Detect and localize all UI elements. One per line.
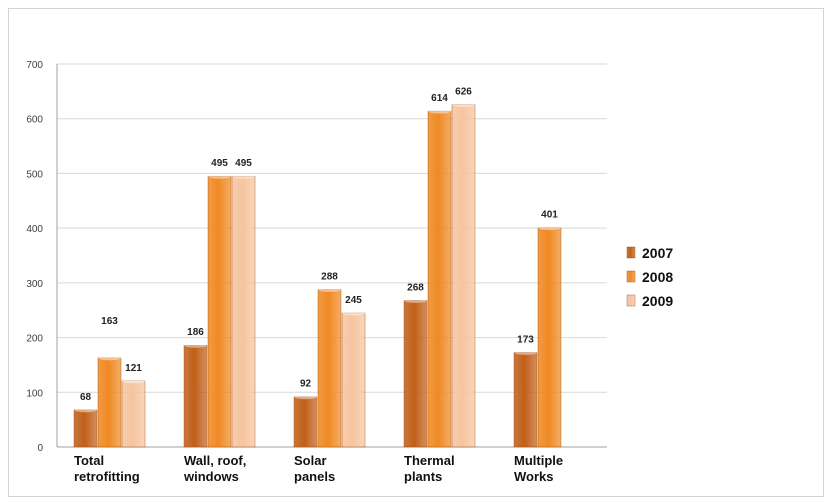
labels: 0 100 200 300 400 500 600 700 68 163 121 Total retro…	[26, 60, 563, 484]
category-label: Total retrofitting	[74, 453, 140, 484]
bar	[73, 409, 98, 448]
bar-top-highlight	[184, 342, 207, 348]
bar-top-highlight	[294, 394, 317, 400]
bar	[207, 175, 232, 448]
data-label: 288	[321, 271, 338, 282]
data-label: 121	[125, 363, 142, 374]
y-tick-label: 500	[26, 169, 43, 180]
y-tick-label: 600	[26, 115, 43, 126]
bar-top-highlight	[514, 349, 537, 355]
bar	[451, 104, 476, 448]
category-label: Solar panels	[294, 453, 335, 484]
data-label: 163	[101, 316, 118, 327]
bar	[231, 175, 256, 448]
bars	[73, 101, 562, 448]
bar-top-highlight	[428, 108, 451, 114]
y-tick-label: 400	[26, 224, 43, 235]
bar-top-highlight	[538, 225, 561, 231]
bar	[293, 396, 318, 448]
legend-swatch	[626, 294, 636, 307]
y-tick-label: 0	[37, 443, 43, 454]
legend-swatch	[626, 270, 636, 283]
bar-top-highlight	[98, 355, 121, 361]
bar	[183, 345, 208, 448]
data-label: 268	[407, 282, 424, 293]
y-tick-label: 100	[26, 388, 43, 399]
data-label: 245	[345, 295, 362, 306]
bar	[341, 312, 366, 448]
legend-label: 2008	[642, 269, 673, 285]
legend-label: 2009	[642, 293, 673, 309]
data-label: 401	[541, 210, 558, 221]
bar	[121, 380, 146, 448]
bar	[427, 110, 452, 448]
legend-swatch	[626, 246, 636, 259]
bar	[317, 289, 342, 448]
category-label: Multiple Works	[514, 453, 563, 484]
y-tick-label: 700	[26, 60, 43, 71]
data-label: 614	[431, 93, 448, 104]
bar-top-highlight	[318, 286, 341, 292]
data-label: 495	[211, 158, 228, 169]
y-tick-label: 300	[26, 279, 43, 290]
bar-top-highlight	[74, 407, 97, 413]
bar	[403, 300, 428, 448]
bar-top-highlight	[208, 173, 231, 179]
category-label: Thermal plants	[404, 453, 455, 484]
data-label: 68	[80, 392, 92, 403]
bar-top-highlight	[232, 173, 255, 179]
data-label: 92	[300, 379, 312, 390]
data-label: 495	[235, 158, 252, 169]
data-label: 626	[455, 86, 472, 97]
category-label: Wall, roof, windows	[183, 453, 246, 484]
bar-top-highlight	[342, 310, 365, 316]
bar	[537, 227, 562, 448]
data-label: 173	[517, 334, 534, 345]
legend-label: 2007	[642, 245, 673, 261]
legend: 2007 2008 2009	[626, 245, 673, 309]
bar-top-highlight	[404, 297, 427, 303]
bar	[97, 357, 122, 448]
y-tick-label: 200	[26, 334, 43, 345]
data-label: 186	[187, 327, 204, 338]
bar	[513, 352, 538, 448]
bar-top-highlight	[122, 378, 145, 384]
bar-top-highlight	[452, 101, 475, 107]
